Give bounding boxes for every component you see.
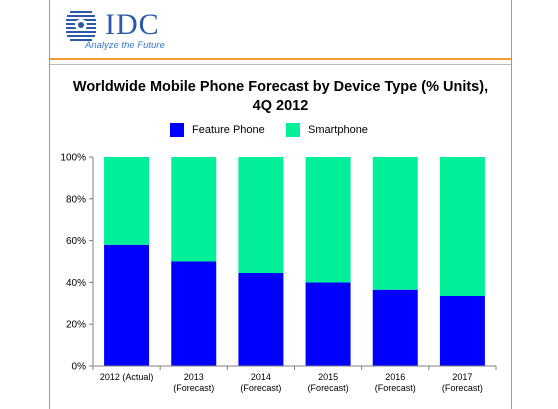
logo-text: IDC bbox=[105, 8, 160, 41]
x-tick-label-4-sub: (Forecast) bbox=[375, 383, 416, 393]
y-tick-label-0: 0% bbox=[72, 362, 87, 373]
bar-smartphone-0 bbox=[104, 157, 150, 245]
x-tick-label-0: 2012 (Actual) bbox=[100, 372, 154, 382]
y-tick-label-5: 100% bbox=[60, 153, 86, 164]
bar-smartphone-2 bbox=[238, 157, 284, 273]
x-tick-label-5: 2017 bbox=[452, 372, 472, 382]
x-tick-label-2: 2014 bbox=[251, 372, 271, 382]
bar-smartphone-1 bbox=[171, 157, 217, 262]
logo-tagline: Analyze the Future bbox=[84, 40, 165, 50]
y-tick-label-3: 60% bbox=[66, 236, 86, 247]
gray-divider bbox=[50, 64, 511, 65]
y-tick-label-4: 80% bbox=[66, 194, 86, 205]
orange-divider bbox=[50, 58, 511, 60]
bar-smartphone-4 bbox=[372, 157, 418, 290]
x-tick-label-5-sub: (Forecast) bbox=[442, 383, 483, 393]
chart-title-line-1: Worldwide Mobile Phone Forecast by Devic… bbox=[72, 79, 489, 95]
legend-swatch-feature-phone bbox=[170, 123, 184, 137]
bar-feature-phone-3 bbox=[305, 282, 351, 366]
legend-swatch-smartphone bbox=[286, 123, 300, 137]
chart-title-line-2: 4Q 2012 bbox=[252, 98, 309, 114]
bar-feature-phone-0 bbox=[104, 244, 150, 366]
x-tick-label-2-sub: (Forecast) bbox=[240, 383, 281, 393]
bar-smartphone-5 bbox=[439, 157, 485, 296]
bar-smartphone-3 bbox=[305, 157, 351, 283]
globe-icon bbox=[66, 10, 96, 41]
legend-label-smartphone: Smartphone bbox=[308, 124, 368, 136]
legend-label-feature-phone: Feature Phone bbox=[192, 124, 265, 136]
bar-feature-phone-5 bbox=[439, 295, 485, 366]
legend-item-feature-phone: Feature Phone bbox=[170, 123, 265, 137]
x-tick-label-1: 2013 bbox=[184, 372, 204, 382]
y-tick-label-1: 20% bbox=[66, 320, 86, 331]
x-tick-label-3: 2015 bbox=[318, 372, 338, 382]
bar-feature-phone-4 bbox=[372, 289, 418, 366]
x-tick-label-3-sub: (Forecast) bbox=[308, 383, 349, 393]
bar-feature-phone-1 bbox=[171, 261, 217, 366]
x-tick-label-1-sub: (Forecast) bbox=[173, 383, 214, 393]
chart-title: Worldwide Mobile Phone Forecast by Devic… bbox=[50, 78, 511, 116]
x-tick-label-4: 2016 bbox=[385, 372, 405, 382]
legend-item-smartphone: Smartphone bbox=[286, 123, 368, 137]
idc-logo: IDC Analyze the Future bbox=[66, 8, 165, 50]
y-tick-label-2: 40% bbox=[66, 278, 86, 289]
bar-feature-phone-2 bbox=[238, 272, 284, 366]
